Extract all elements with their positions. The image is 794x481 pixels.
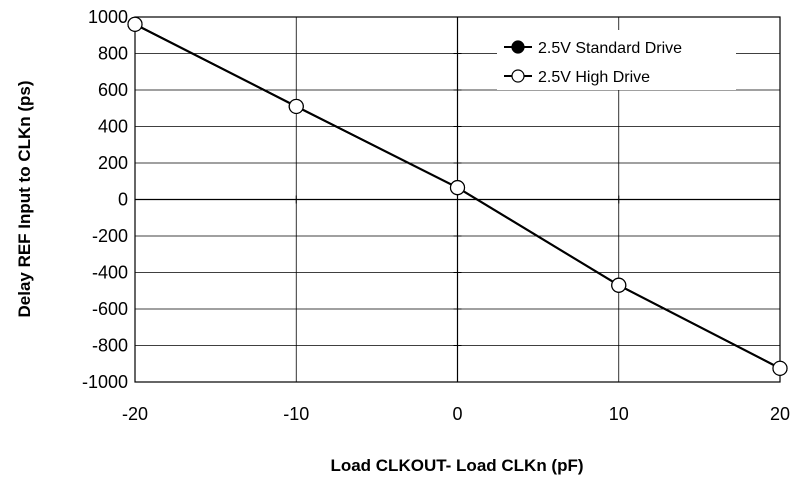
data-point-open xyxy=(288,98,304,115)
x-tick-label: -20 xyxy=(122,404,148,424)
data-point-open xyxy=(772,360,788,376)
y-tick-label: 600 xyxy=(98,80,128,100)
x-tick-label: 10 xyxy=(609,404,629,424)
x-tick-label: -10 xyxy=(283,404,309,424)
y-tick-label: -400 xyxy=(92,263,128,283)
data-point-open xyxy=(127,16,143,32)
y-tick-label: 400 xyxy=(98,117,128,137)
y-tick-label: 200 xyxy=(98,153,128,173)
y-axis-title: Delay REF Input to CLKn (ps) xyxy=(15,80,34,317)
x-tick-label: 20 xyxy=(770,404,790,424)
data-point-open xyxy=(611,277,627,293)
y-tick-label: -800 xyxy=(92,336,128,356)
legend-label-high-drive: 2.5V High Drive xyxy=(538,69,650,86)
x-tick-label: 0 xyxy=(452,404,462,424)
y-tick-label: -200 xyxy=(92,226,128,246)
y-tick-label: 1000 xyxy=(88,7,128,27)
y-tick-label: -1000 xyxy=(82,372,128,392)
legend-marker-filled-circle xyxy=(511,40,525,54)
zero-axes xyxy=(134,16,781,383)
legend-marker-open-circle xyxy=(511,69,525,83)
x-tick-labels: -20 -10 0 10 20 xyxy=(122,404,790,424)
y-tick-labels: 1000 800 600 400 200 0 -200 -400 -600 -800 -1000 xyxy=(82,7,128,392)
y-tick-label: 0 xyxy=(118,190,128,210)
legend-label-standard-drive: 2.5V Standard Drive xyxy=(538,40,682,57)
data-point-open xyxy=(449,180,466,196)
x-axis-title: Load CLKOUT- Load CLKn (pF) xyxy=(330,456,583,475)
series-layer xyxy=(127,16,788,376)
plot-border xyxy=(134,16,781,383)
y-tick-label: 800 xyxy=(98,44,128,64)
y-tick-label: -600 xyxy=(92,299,128,319)
legend: 2.5V Standard Drive 2.5V High Drive xyxy=(497,30,736,90)
legend-box xyxy=(497,30,736,90)
